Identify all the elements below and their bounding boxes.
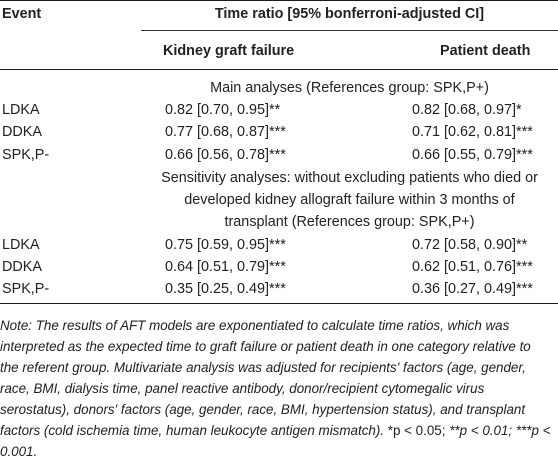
table-footnote: Note: The results of AFT models are expo… (0, 315, 552, 462)
header-bottom-rule (0, 69, 558, 70)
sensitivity-row-graft: 0.64 [0.51, 0.79]*** (165, 259, 286, 275)
header-time-ratio: Time ratio [95% bonferroni-adjusted CI] (214, 6, 485, 22)
main-row-death: 0.71 [0.62, 0.81]*** (412, 124, 533, 140)
sensitivity-row-event: DDKA (2, 259, 42, 275)
main-row-death: 0.82 [0.68, 0.97]* (412, 102, 522, 118)
main-row-graft: 0.66 [0.56, 0.78]*** (165, 147, 286, 163)
sensitivity-row-death: 0.62 [0.51, 0.76]*** (412, 259, 533, 275)
sensitivity-row-graft: 0.75 [0.59, 0.95]*** (165, 237, 286, 253)
sensitivity-row-death: 0.36 [0.27, 0.49]*** (412, 281, 533, 297)
header-sub-rule (141, 30, 558, 31)
footnote-significance-1: *p < 0.05; (387, 423, 446, 438)
sensitivity-row-death: 0.72 [0.58, 0.90]** (412, 237, 528, 253)
sensitivity-row-event: SPK,P- (2, 281, 50, 297)
main-row-death: 0.66 [0.55, 0.79]*** (412, 147, 533, 163)
header-event: Event (2, 6, 42, 22)
sensitivity-caption-line: developed kidney allograft failure withi… (184, 192, 515, 208)
table-bottom-rule (0, 303, 558, 304)
main-row-event: SPK,P- (2, 147, 50, 163)
footnote-text: Note: The results of AFT models are expo… (0, 318, 531, 438)
main-analyses-caption: Main analyses (References group: SPK,P+) (210, 80, 489, 96)
main-row-event: DDKA (2, 124, 42, 140)
sensitivity-caption-line: Sensitivity analyses: without excluding … (161, 170, 538, 186)
main-row-graft: 0.82 [0.70, 0.95]** (165, 102, 281, 118)
main-row-graft: 0.77 [0.68, 0.87]*** (165, 124, 286, 140)
header-patient-death: Patient death (440, 43, 531, 59)
main-row-event: LDKA (2, 102, 40, 118)
header-kidney-graft-failure: Kidney graft failure (163, 43, 295, 59)
sensitivity-caption-line: transplant (References group: SPK,P+) (224, 214, 475, 230)
sensitivity-row-graft: 0.35 [0.25, 0.49]*** (165, 281, 286, 297)
sensitivity-row-event: LDKA (2, 237, 40, 253)
top-rule (0, 0, 558, 1)
